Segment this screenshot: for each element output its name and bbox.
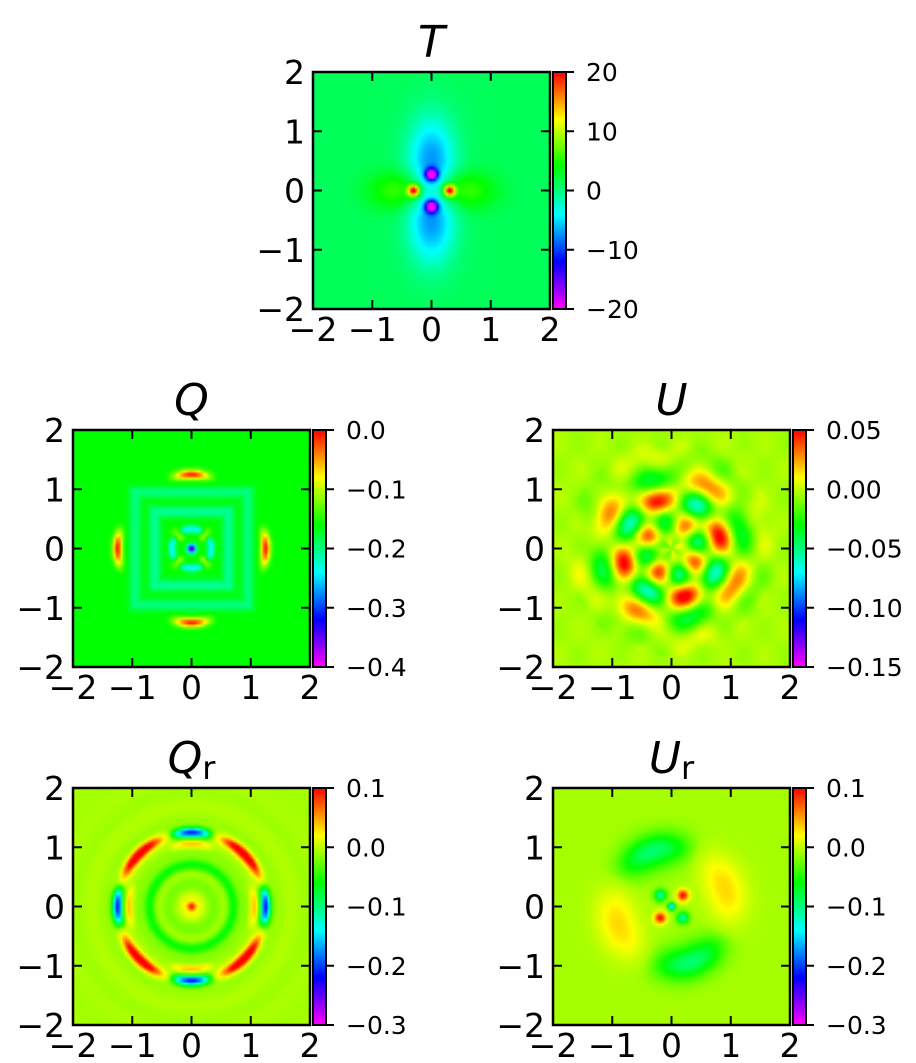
- colorbar-tick-label: 0.00: [826, 475, 882, 504]
- panel-title: T: [418, 17, 448, 68]
- x-tick-label: −1: [348, 310, 397, 349]
- y-tick-label: 1: [524, 470, 545, 509]
- y-tick-label: 0: [524, 530, 545, 569]
- y-tick-label: −1: [256, 231, 305, 270]
- x-tick-label: 2: [300, 1026, 321, 1063]
- colorbar-tick-label: −10: [586, 236, 639, 265]
- x-tick-label: −2: [49, 1026, 98, 1063]
- colorbar-tick-label: −0.3: [346, 1011, 407, 1040]
- colorbar-tick-label: −0.1: [346, 893, 407, 922]
- colorbar-tick-label: −0.05: [826, 535, 903, 564]
- x-tick-label: 0: [661, 1026, 682, 1063]
- x-tick-label: 2: [540, 310, 561, 349]
- heatmap-Ur: [553, 788, 790, 1025]
- x-tick-label: 1: [480, 310, 501, 349]
- y-tick-label: 1: [284, 112, 305, 151]
- y-tick-label: −2: [496, 1006, 545, 1045]
- y-tick-label: −1: [496, 589, 545, 628]
- colorbar-tick-label: −0.2: [826, 952, 887, 981]
- colorbar-tick-label: −0.15: [826, 653, 903, 682]
- colorbar-tick-label: 0.0: [826, 833, 866, 862]
- x-tick-label: 2: [300, 668, 321, 707]
- heatmap-Qr: [73, 788, 310, 1025]
- colorbar-tick-label: 0.1: [346, 774, 386, 803]
- x-tick-label: −2: [529, 668, 578, 707]
- colorbar-tick-label: 0.0: [346, 833, 386, 862]
- y-tick-label: 0: [44, 530, 65, 569]
- y-tick-label: 2: [284, 53, 305, 92]
- y-tick-label: −2: [256, 290, 305, 329]
- colorbar-tick-label: 0.1: [826, 774, 866, 803]
- x-tick-label: 1: [720, 1026, 741, 1063]
- y-tick-label: −2: [16, 1006, 65, 1045]
- heatmap-Q: [73, 430, 310, 667]
- x-tick-label: 2: [780, 1026, 801, 1063]
- colorbar: [552, 71, 567, 310]
- y-tick-label: 1: [524, 828, 545, 867]
- y-tick-label: −1: [16, 947, 65, 986]
- x-tick-label: 1: [240, 1026, 261, 1063]
- x-tick-label: 1: [240, 668, 261, 707]
- colorbar-tick-label: 10: [586, 117, 618, 146]
- colorbar-tick-label: −0.2: [346, 952, 407, 981]
- colorbar-tick-label: 0.05: [826, 416, 882, 445]
- heatmap-T: [313, 72, 550, 309]
- panel-title: Qr: [168, 733, 217, 787]
- colorbar-tick-label: 0.0: [346, 416, 386, 445]
- x-tick-label: 0: [181, 668, 202, 707]
- y-tick-label: 0: [284, 172, 305, 211]
- colorbar-tick-label: 20: [586, 58, 618, 87]
- colorbar-tick-label: −0.1: [346, 475, 407, 504]
- y-tick-label: −1: [496, 947, 545, 986]
- x-tick-label: 2: [780, 668, 801, 707]
- panel-title: Ur: [649, 733, 695, 787]
- y-tick-label: 2: [524, 411, 545, 450]
- y-tick-label: 0: [44, 888, 65, 927]
- x-tick-label: 0: [181, 1026, 202, 1063]
- panel-title: U: [655, 375, 687, 426]
- x-tick-label: −1: [108, 668, 157, 707]
- y-tick-label: 2: [44, 769, 65, 808]
- y-tick-label: −2: [496, 648, 545, 687]
- x-tick-label: −2: [289, 310, 338, 349]
- colorbar: [312, 429, 327, 668]
- colorbar: [792, 787, 807, 1026]
- colorbar: [312, 787, 327, 1026]
- colorbar-tick-label: −0.1: [826, 893, 887, 922]
- y-tick-label: −2: [16, 648, 65, 687]
- colorbar-tick-label: −0.4: [346, 653, 407, 682]
- y-tick-label: 2: [44, 411, 65, 450]
- x-tick-label: 0: [421, 310, 442, 349]
- colorbar: [792, 429, 807, 668]
- x-tick-label: 1: [720, 668, 741, 707]
- y-tick-label: 2: [524, 769, 545, 808]
- heatmap-U: [553, 430, 790, 667]
- colorbar-tick-label: −0.2: [346, 535, 407, 564]
- y-tick-label: −1: [16, 589, 65, 628]
- x-tick-label: 0: [661, 668, 682, 707]
- colorbar-tick-label: −0.3: [346, 594, 407, 623]
- y-tick-label: 1: [44, 470, 65, 509]
- y-tick-label: 0: [524, 888, 545, 927]
- panel-Ur: −2 2 −1 1 0 0 1 −1 2 −2 Ur 0.1 0.0 −0.1 −0.2 −0.3: [496, 733, 886, 1063]
- x-tick-label: −1: [588, 1026, 637, 1063]
- x-tick-label: −2: [529, 1026, 578, 1063]
- colorbar-tick-label: 0: [586, 177, 602, 206]
- x-tick-label: −1: [108, 1026, 157, 1063]
- x-tick-label: −2: [49, 668, 98, 707]
- panel-Qr: −2 2 −1 1 0 0 1 −1 2 −2 Qr 0.1 0.0 −0.1 −0.2 −0.3: [16, 733, 406, 1063]
- colorbar-tick-label: −0.10: [826, 594, 903, 623]
- y-tick-label: 1: [44, 828, 65, 867]
- panel-title: Q: [174, 375, 209, 426]
- colorbar-tick-label: −0.3: [826, 1011, 887, 1040]
- colorbar-tick-label: −20: [586, 295, 639, 324]
- x-tick-label: −1: [588, 668, 637, 707]
